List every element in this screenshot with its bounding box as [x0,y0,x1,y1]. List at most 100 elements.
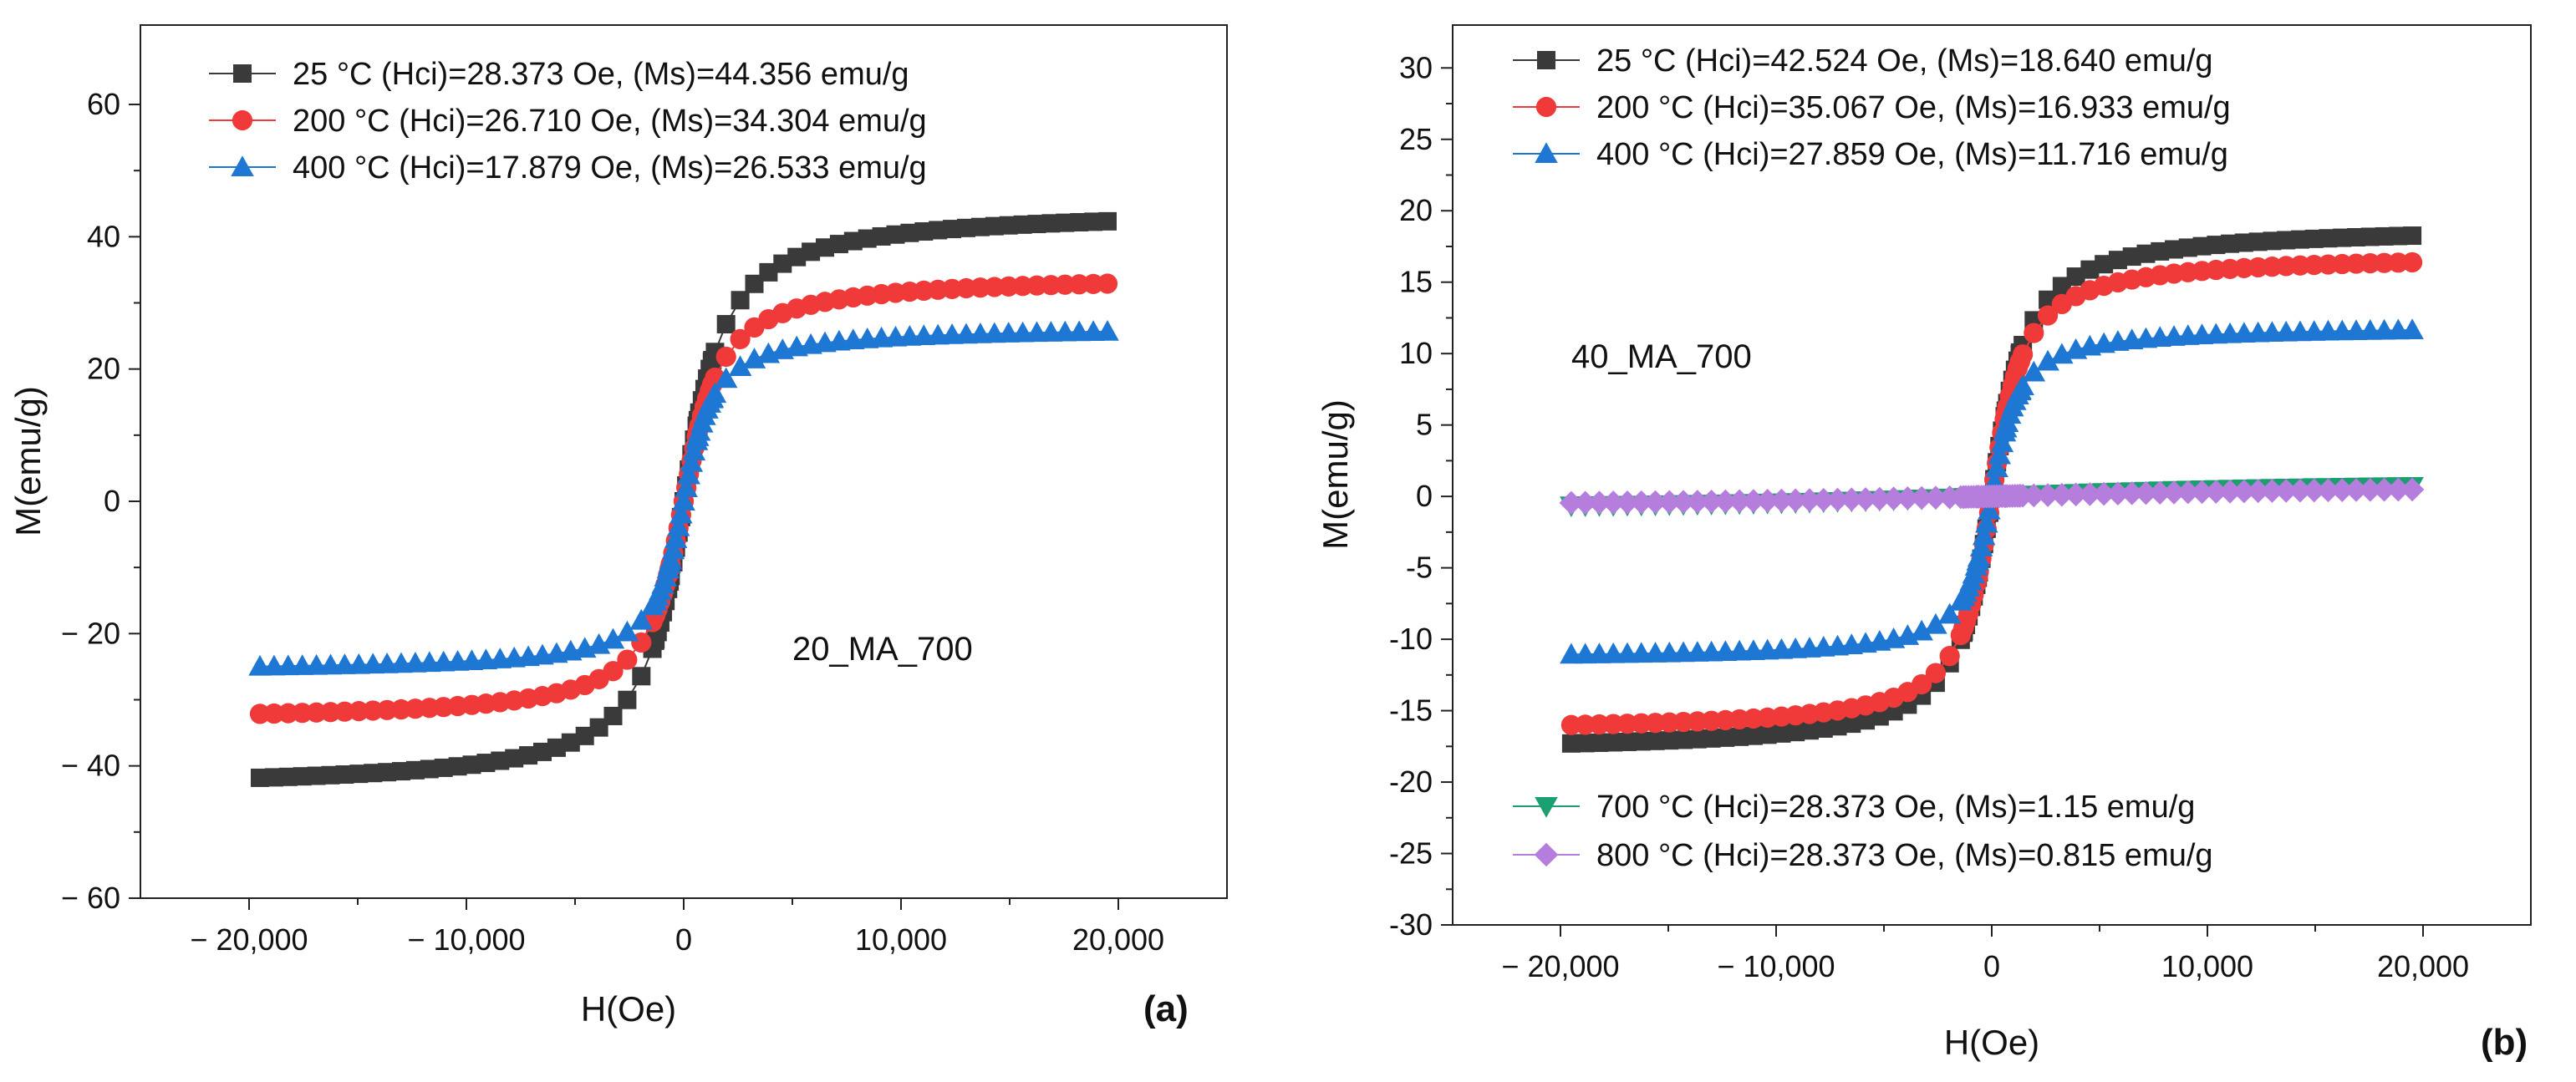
data-point [1912,673,1932,695]
legend-b: 25 °C (Hci)=42.524 Oe, (Ms)=18.640 emu/g… [1513,43,2231,873]
data-point [505,749,524,768]
data-point [672,490,695,511]
data-point [2360,227,2380,246]
data-point [2232,479,2257,504]
data-point [2217,480,2243,504]
data-point [2302,478,2327,503]
data-point [1617,732,1637,751]
data-point [1811,487,1836,512]
y-tick-label: 0 [104,484,120,518]
data-point [1924,612,1947,634]
data-point [1867,486,1892,511]
series-b [1559,226,2425,753]
data-point [1896,486,1920,511]
data-point [2248,232,2268,251]
data-point [462,755,481,775]
data-point [1797,488,1822,512]
panel-a: − 20,000 − 10,000 0 10,000 20,000 60 40 20 0 − 20… [8,24,1228,1029]
data-point [2190,480,2214,505]
data-point [1969,536,1993,556]
data-point [742,348,766,368]
legend-label: 200 °C (Hci)=26.710 Oe, (Ms)=34.304 emu/… [293,104,927,139]
data-point [1097,273,1118,294]
data-point [900,223,919,242]
y-axis-label-a: M(emu/g) [8,386,48,536]
data-point [1741,489,1766,513]
data-point [1674,730,1693,749]
data-point [1615,490,1640,515]
data-point [2388,252,2409,273]
data-point [1825,487,1850,512]
legend-marker [1535,797,1558,818]
data-point [1990,431,2014,453]
data-point [561,733,580,752]
series-triangle [248,320,1119,676]
data-point [914,222,934,241]
data-point [1909,485,1934,511]
data-point [1972,524,1996,546]
data-point [2277,231,2296,250]
ticks-a: − 20,000 − 10,000 0 10,000 20,000 60 40 20 0 − 20… [61,87,1164,957]
data-point [680,451,704,472]
data-point [2403,226,2422,246]
data-point [2372,477,2396,502]
data-point [1587,490,1611,515]
data-point [1576,734,1595,753]
y-axis-label-b: M(emu/g) [1316,399,1355,550]
data-point [1870,707,1889,726]
data-point [715,346,736,368]
series-a [248,211,1119,787]
data-point [1923,485,1948,510]
data-point [2207,236,2226,255]
data-point [1713,489,1738,514]
data-point [1978,498,2001,520]
legend-label: 400 °C (Hci)=17.879 Oe, (Ms)=26.533 emu/… [293,150,927,185]
data-point [1629,490,1654,515]
sample-label-a: 20_MA_700 [792,631,973,668]
legend-marker [231,155,254,176]
data-point [1646,731,1665,750]
y-tick-label: 25 [1399,122,1433,156]
data-point [2263,231,2282,251]
data-point [984,277,1005,297]
data-point [448,757,467,776]
data-point [1842,714,1861,734]
data-point [677,463,700,485]
data-point [1975,511,1998,533]
data-point [985,216,1004,236]
data-point [667,515,690,536]
data-point [2375,226,2394,246]
data-point [759,262,778,282]
data-point [575,726,594,745]
data-point [2204,480,2228,504]
data-point [1660,731,1679,750]
data-point [618,690,637,709]
data-point [2037,305,2059,326]
panel-label-a: (a) [1143,988,1189,1029]
data-point [392,762,410,781]
data-point [2290,230,2309,249]
data-point [1041,214,1061,233]
data-point [251,768,269,787]
y-tick-label: -10 [1389,622,1433,656]
legend-label: 200 °C (Hci)=35.067 Oe, (Ms)=16.933 emu/… [1596,90,2231,125]
data-point [1671,490,1696,514]
legend-marker [1535,96,1557,118]
legend-marker [233,64,252,83]
data-point [2400,477,2425,502]
data-point [787,247,807,267]
data-point [617,649,638,670]
data-point [263,703,284,724]
data-point [1828,717,1847,736]
data-point [1589,714,1610,735]
data-point [249,704,271,724]
data-point [476,754,496,773]
x-tick-label: 10,000 [855,922,947,957]
data-point [2165,240,2184,259]
data-point [999,216,1018,235]
data-point [2035,483,2060,507]
data-point [2400,318,2424,340]
data-point [1069,274,1090,295]
data-point [1559,490,1584,516]
data-point [2358,478,2383,502]
